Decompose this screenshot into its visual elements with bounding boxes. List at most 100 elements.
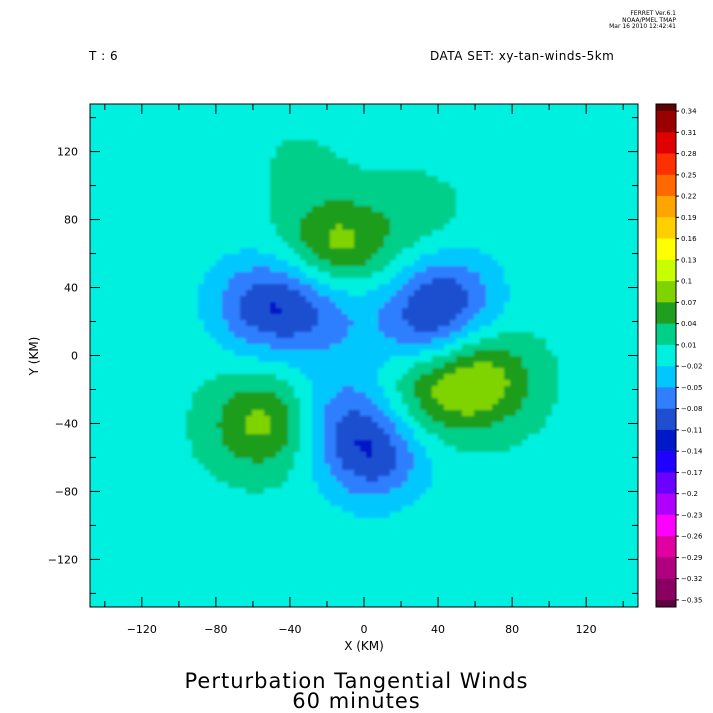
heat-cell xyxy=(216,386,223,393)
heat-cell xyxy=(366,398,373,405)
heat-cell xyxy=(192,200,199,207)
heat-cell xyxy=(348,332,355,339)
heat-cell xyxy=(114,428,121,435)
heat-cell xyxy=(306,422,313,429)
heat-cell xyxy=(138,218,145,225)
heat-cell xyxy=(270,200,277,207)
heat-cell xyxy=(204,200,211,207)
heat-cell xyxy=(222,170,229,177)
heat-cell xyxy=(258,452,265,459)
heat-cell xyxy=(156,260,163,267)
heat-cell xyxy=(402,224,409,231)
heat-cell xyxy=(384,278,391,285)
heat-cell xyxy=(102,182,109,189)
heat-cell xyxy=(282,554,289,561)
heat-cell xyxy=(198,320,205,327)
heat-cell xyxy=(234,398,241,405)
heat-cell xyxy=(168,308,175,315)
heat-cell xyxy=(114,206,121,213)
heat-cell xyxy=(102,380,109,387)
heat-cell xyxy=(426,182,433,189)
heat-cell xyxy=(150,164,157,171)
heat-cell xyxy=(366,446,373,453)
heat-cell xyxy=(282,518,289,525)
heat-cell xyxy=(174,104,181,111)
heat-cell xyxy=(282,374,289,381)
heat-cell xyxy=(288,152,295,159)
heat-cell xyxy=(408,302,415,309)
heat-cell xyxy=(126,500,133,507)
heat-cell xyxy=(228,272,235,279)
heat-cell xyxy=(228,140,235,147)
heat-cell xyxy=(234,278,241,285)
heat-cell xyxy=(408,116,415,123)
heat-cell xyxy=(204,266,211,273)
heat-cell xyxy=(336,344,343,351)
heat-cell xyxy=(366,536,373,543)
heat-cell xyxy=(432,110,439,117)
heat-cell xyxy=(120,392,127,399)
heat-cell xyxy=(168,332,175,339)
heat-cell xyxy=(156,398,163,405)
heat-cell xyxy=(282,458,289,465)
heat-cell xyxy=(168,476,175,483)
heat-cell xyxy=(414,440,421,447)
heat-cell xyxy=(270,440,277,447)
heat-cell xyxy=(420,482,427,489)
heat-cell xyxy=(408,446,415,453)
heat-cell xyxy=(318,458,325,465)
heat-cell xyxy=(222,230,229,237)
heat-cell xyxy=(420,506,427,513)
heat-cell xyxy=(174,176,181,183)
heat-cell xyxy=(168,146,175,153)
heat-cell xyxy=(210,446,217,453)
heat-cell xyxy=(402,338,409,345)
heat-cell xyxy=(90,152,97,159)
heat-cell xyxy=(102,452,109,459)
heat-cell xyxy=(252,146,259,153)
heat-cell xyxy=(384,332,391,339)
heat-cell xyxy=(162,122,169,129)
heat-cell xyxy=(234,206,241,213)
heat-cell xyxy=(144,548,151,555)
heat-cell xyxy=(270,176,277,183)
heat-cell xyxy=(390,584,397,591)
heat-cell xyxy=(96,122,103,129)
heat-cell xyxy=(234,554,241,561)
heat-cell xyxy=(366,140,373,147)
heat-cell xyxy=(276,134,283,141)
heat-cell xyxy=(210,578,217,585)
heat-cell xyxy=(384,512,391,519)
heat-cell xyxy=(312,218,319,225)
heat-cell xyxy=(138,524,145,531)
heat-cell xyxy=(138,518,145,525)
heat-cell xyxy=(318,230,325,237)
heat-cell xyxy=(102,416,109,423)
heat-cell xyxy=(378,320,385,327)
heat-cell xyxy=(234,578,241,585)
heat-cell xyxy=(402,152,409,159)
heat-cell xyxy=(288,584,295,591)
heat-cell xyxy=(426,200,433,207)
heat-cell xyxy=(228,284,235,291)
heat-cell xyxy=(384,482,391,489)
heat-cell xyxy=(228,440,235,447)
heat-cell xyxy=(390,164,397,171)
heat-cell xyxy=(168,368,175,375)
heat-cell xyxy=(306,410,313,417)
heat-cell xyxy=(360,242,367,249)
heat-cell xyxy=(264,518,271,525)
heat-cell xyxy=(162,176,169,183)
heat-cell xyxy=(318,428,325,435)
heat-cell xyxy=(210,152,217,159)
heat-cell xyxy=(90,278,97,285)
heat-cell xyxy=(234,284,241,291)
heat-cell xyxy=(354,518,361,525)
heat-cell xyxy=(198,224,205,231)
heat-cell xyxy=(408,272,415,279)
heat-cell xyxy=(240,200,247,207)
heat-cell xyxy=(348,368,355,375)
heat-cell xyxy=(318,260,325,267)
heat-cell xyxy=(414,254,421,261)
heat-cell xyxy=(144,296,151,303)
